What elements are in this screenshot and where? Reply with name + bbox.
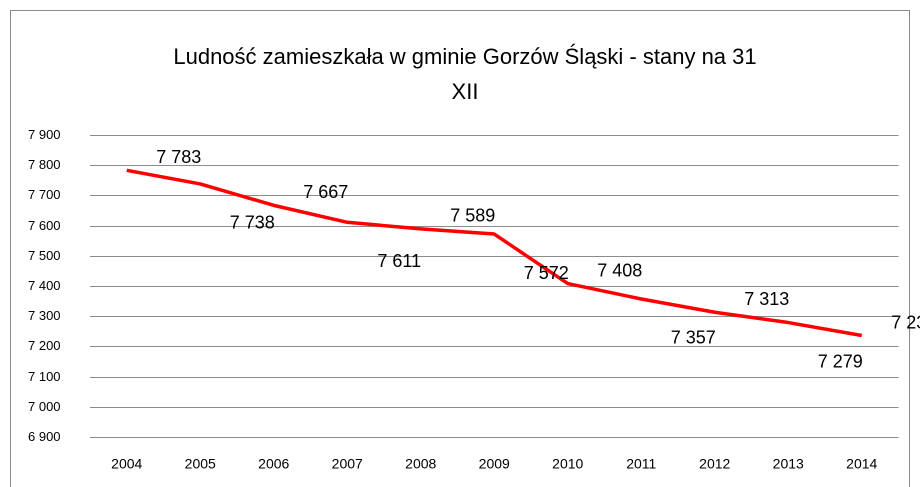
line — [126, 168, 863, 338]
y-tick-label: 7 500 — [28, 248, 61, 263]
y-tick-label: 7 300 — [28, 308, 61, 323]
y-tick-label: 6 900 — [28, 429, 61, 444]
x-tick-label: 2013 — [773, 456, 804, 472]
x-tick-label: 2008 — [405, 456, 436, 472]
y-tick-label: 7 900 — [28, 127, 61, 142]
y-tick-label: 7 200 — [28, 338, 61, 353]
x-tick-label: 2009 — [479, 456, 510, 472]
data-label: 7 589 — [450, 206, 495, 226]
x-tick-label: 2006 — [258, 456, 289, 472]
data-label: 7 279 — [818, 351, 863, 371]
data-label: 7 572 — [524, 263, 569, 283]
y-tick-label: 7 700 — [28, 187, 61, 202]
data-label: 7 313 — [744, 289, 789, 309]
y-tick-label: 7 000 — [28, 399, 61, 414]
data-label: 7 236 — [891, 312, 920, 332]
y-tick-label: 7 800 — [28, 157, 61, 172]
x-tick-label: 2007 — [332, 456, 363, 472]
chart-title: XII — [452, 79, 479, 104]
x-tick-label: 2011 — [626, 456, 656, 472]
y-tick-label: 7 600 — [28, 218, 61, 233]
x-tick-label: 2005 — [185, 456, 216, 472]
data-label: 7 611 — [377, 251, 421, 271]
chart-title: Ludność zamieszkała w gminie Gorzów Śląs… — [173, 44, 756, 69]
data-label: 7 738 — [230, 213, 275, 233]
y-tick-label: 7 100 — [28, 369, 61, 384]
data-label: 7 357 — [671, 328, 716, 348]
x-tick-label: 2014 — [846, 456, 877, 472]
data-label: 7 783 — [156, 147, 201, 167]
y-tick-label: 7 400 — [28, 278, 61, 293]
data-label: 7 667 — [303, 182, 348, 202]
x-tick-label: 2010 — [552, 456, 583, 472]
x-tick-label: 2012 — [699, 456, 730, 472]
data-label: 7 408 — [597, 260, 642, 280]
x-tick-label: 2004 — [111, 456, 142, 472]
